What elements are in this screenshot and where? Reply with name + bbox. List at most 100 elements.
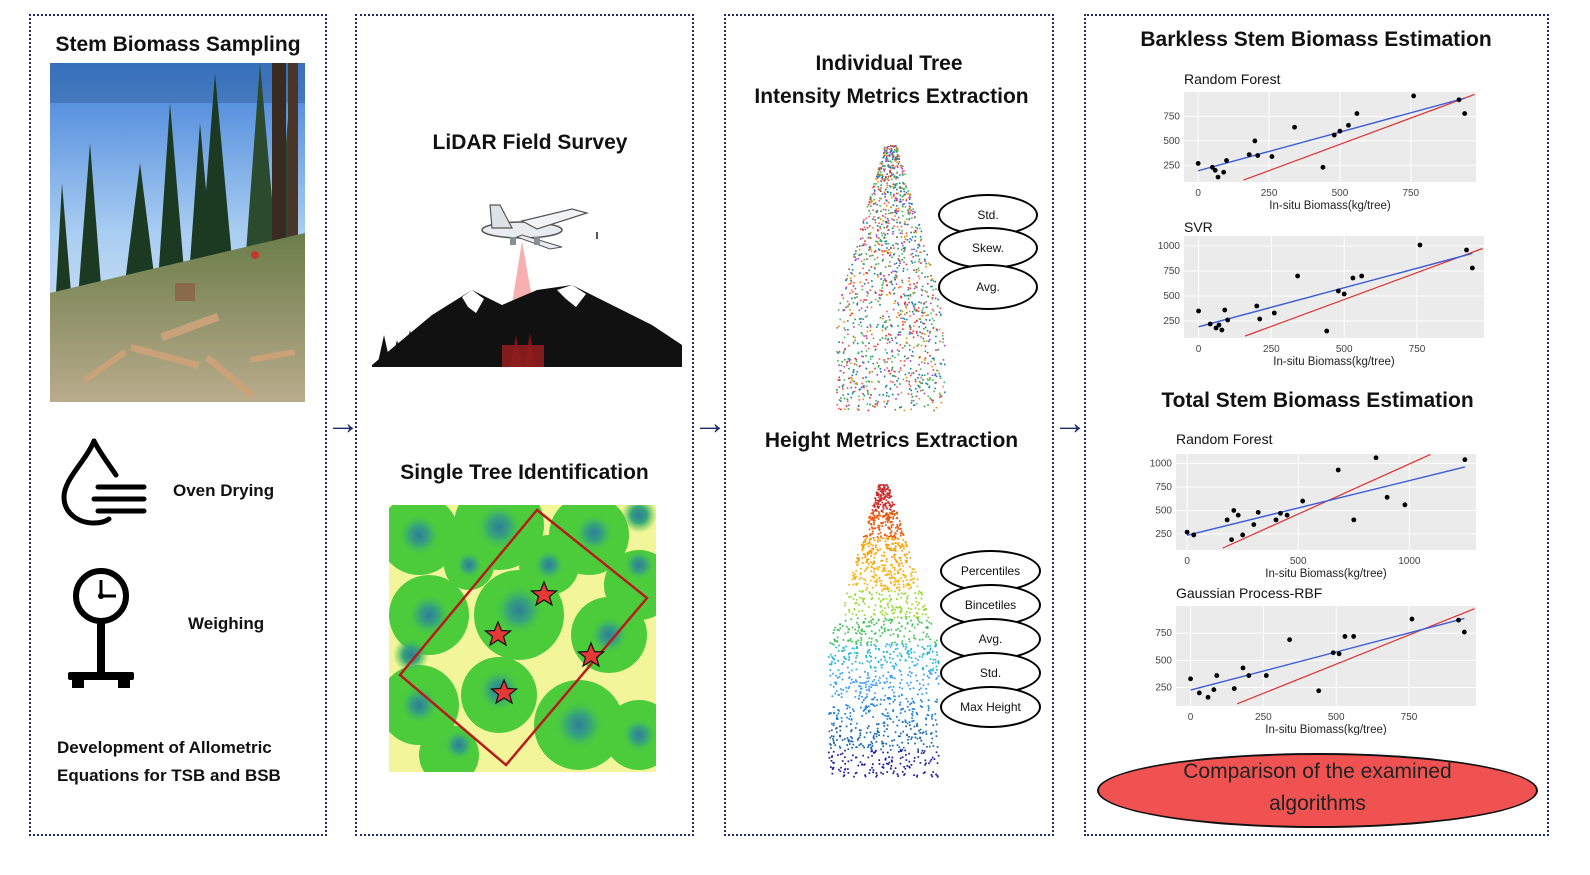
lidar-point: [870, 248, 872, 250]
data-point: [1342, 634, 1348, 639]
lidar-point: [884, 168, 887, 170]
lidar-point: [922, 322, 924, 325]
lidar-point: [869, 549, 872, 552]
lidar-point: [880, 167, 883, 170]
lidar-point: [901, 749, 904, 751]
lidar-point: [883, 681, 886, 684]
data-point: [1320, 164, 1326, 170]
lidar-point: [889, 170, 891, 173]
lidar-point: [904, 555, 906, 557]
lidar-point: [887, 493, 889, 496]
lidar-point: [857, 409, 860, 411]
lidar-point: [938, 328, 941, 331]
lidar-point: [923, 340, 925, 342]
lidar-point: [917, 592, 920, 595]
lidar-point: [919, 356, 921, 358]
lidar-point: [864, 618, 867, 620]
lidar-point: [851, 377, 853, 380]
lidar-point: [900, 532, 902, 534]
lidar-point: [878, 597, 880, 600]
lidar-point: [878, 566, 881, 568]
lidar-point: [916, 604, 919, 606]
lidar-point: [904, 345, 906, 347]
lidar-point: [881, 632, 884, 634]
lidar-point: [871, 509, 874, 511]
lidar-point: [892, 539, 895, 541]
lidar-point: [847, 740, 850, 743]
lidar-point: [896, 744, 899, 746]
lidar-point: [855, 668, 858, 671]
lidar-point: [936, 305, 939, 307]
lidar-point: [931, 717, 933, 720]
lidar-point: [914, 380, 917, 383]
lidar-point: [898, 695, 900, 698]
lidar-point: [857, 553, 859, 556]
lidar-point: [894, 583, 897, 586]
lidar-point: [880, 278, 882, 280]
lidar-point: [900, 296, 902, 299]
lidar-point: [896, 226, 899, 228]
lidar-point: [885, 708, 887, 711]
lidar-point: [863, 682, 866, 684]
lidar-point: [873, 705, 876, 707]
lidar-point: [911, 301, 913, 304]
lidar-point: [850, 736, 852, 738]
lidar-point: [874, 202, 877, 204]
lidar-point: [882, 492, 885, 495]
lidar-point: [855, 364, 858, 366]
lidar-point: [852, 335, 855, 338]
lidar-point: [939, 307, 941, 310]
lidar-point: [883, 180, 885, 182]
lidar-point: [863, 763, 866, 766]
lidar-point: [883, 537, 885, 540]
data-point: [1456, 97, 1462, 103]
lidar-point: [883, 699, 886, 701]
lidar-point: [832, 737, 834, 740]
lidar-point: [886, 543, 888, 546]
lidar-point: [868, 249, 870, 251]
lidar-point: [900, 568, 902, 570]
lidar-point: [876, 704, 878, 707]
lidar-point: [911, 717, 913, 719]
lidar-point: [875, 546, 877, 548]
lidar-point: [888, 154, 891, 156]
lidar-point: [937, 675, 940, 677]
lidar-point: [896, 155, 898, 158]
lidar-point: [873, 633, 876, 635]
x-tick-label: 750: [1409, 344, 1426, 355]
lidar-point: [850, 272, 852, 274]
lidar-point: [898, 331, 900, 334]
lidar-point: [873, 539, 876, 541]
lidar-point: [829, 642, 832, 644]
lidar-point: [863, 299, 865, 301]
lidar-point: [884, 386, 887, 388]
lidar-point: [896, 183, 898, 185]
lidar-point: [897, 775, 899, 777]
lidar-point: [838, 407, 840, 410]
lidar-point: [861, 763, 863, 766]
lidar-point: [887, 527, 890, 530]
lidar-point: [902, 730, 905, 733]
lidar-point: [892, 576, 894, 579]
lidar-point: [893, 534, 896, 537]
lidar-point: [866, 389, 869, 392]
lidar-point: [887, 370, 890, 373]
lidar-point: [929, 377, 931, 379]
lidar-point: [885, 543, 887, 546]
lidar-point: [876, 684, 878, 687]
lidar-point: [908, 587, 910, 590]
lidar-point: [845, 279, 847, 281]
lidar-point: [873, 506, 876, 508]
lidar-point: [893, 176, 896, 178]
lidar-point: [927, 262, 930, 265]
lidar-point: [868, 269, 871, 272]
lidar-point: [885, 242, 887, 245]
lidar-point: [919, 239, 922, 242]
lidar-point: [836, 677, 839, 679]
lidar-point: [892, 744, 894, 747]
lidar-point: [870, 537, 872, 540]
lidar-point: [859, 572, 862, 574]
lidar-point: [900, 607, 902, 609]
lidar-point: [837, 379, 840, 381]
lidar-point: [935, 773, 937, 776]
